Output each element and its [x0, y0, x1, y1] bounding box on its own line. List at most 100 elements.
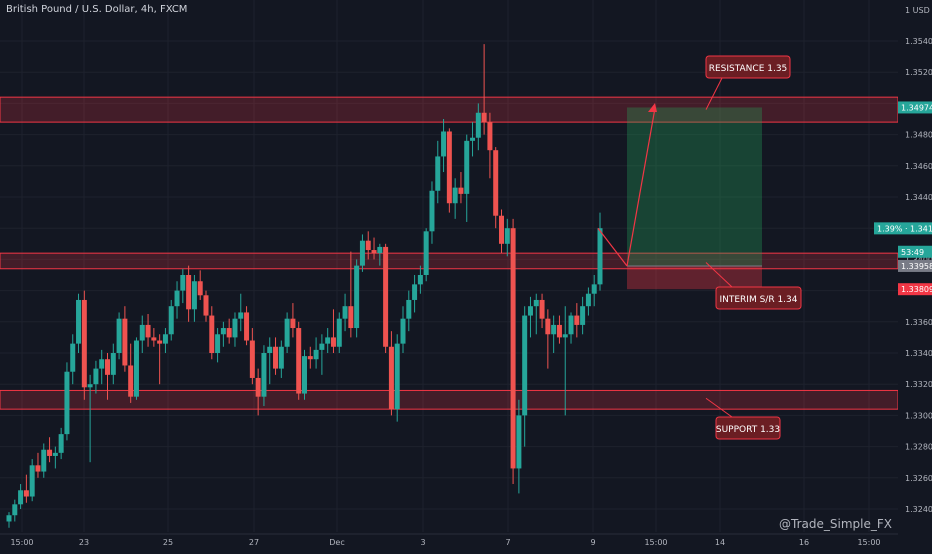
price-axis[interactable]: 1 USD 1.35400 1.35200 1.34800 1.34600 1.34400… [874, 0, 932, 550]
callout-box-0 [705, 55, 791, 79]
candle-body-50 [296, 328, 302, 394]
candle-body-61 [359, 240, 365, 266]
callout-pointer-0 [705, 77, 723, 110]
time-tick-8: 15:00 [644, 538, 667, 547]
candle-body-74 [435, 156, 441, 191]
candle-body-0 [6, 515, 12, 522]
candle-body-38 [226, 328, 232, 338]
candle-body-75 [441, 131, 447, 157]
candle-body-64 [377, 246, 383, 254]
time-tick-5: 3 [420, 538, 425, 547]
candle-body-81 [475, 112, 481, 138]
candle-body-21 [128, 365, 134, 397]
candle-body-26 [157, 340, 163, 344]
candle-body-77 [452, 187, 458, 204]
candle-body-82 [481, 112, 487, 123]
candle-body-46 [273, 346, 279, 369]
time-tick-0: 15:00 [10, 538, 33, 547]
time-tick-11: 15:00 [857, 538, 880, 547]
candle-body-6 [41, 449, 47, 472]
candle-body-78 [458, 187, 464, 194]
time-axis-bg [0, 534, 898, 550]
candle-body-36 [215, 334, 221, 353]
candle-body-84 [493, 150, 499, 216]
candle-body-47 [278, 346, 284, 369]
candle-body-70 [412, 284, 418, 300]
price-tag-label-2: 53:49 [901, 248, 924, 257]
callout-label-2: SUPPORT 1.33 [716, 425, 780, 435]
long-position-box [627, 107, 762, 290]
candle-body-31 [186, 275, 192, 310]
time-tick-2: 25 [163, 538, 173, 547]
candle-body-89 [522, 315, 528, 416]
candle-body-57 [336, 318, 342, 347]
candle-body-73 [429, 190, 435, 232]
candle-body-22 [133, 340, 139, 397]
price-axis-bg [898, 0, 932, 550]
candle-body-37 [220, 328, 226, 335]
callout-pointer-2 [705, 397, 733, 418]
candle-body-52 [307, 356, 313, 360]
candle-body-12 [76, 299, 82, 344]
candle-body-41 [244, 312, 250, 341]
candle-body-39 [232, 318, 238, 338]
candle-body-32 [191, 281, 197, 310]
price-tick-11: 1.32600 [905, 474, 932, 483]
candle-body-102 [597, 228, 603, 285]
price-tag-1 [874, 222, 932, 235]
candle-body-11 [70, 343, 76, 372]
candle-body-91 [533, 299, 539, 307]
time-tick-9: 14 [715, 538, 725, 547]
candle-body-30 [180, 275, 186, 291]
candle-body-80 [470, 137, 476, 141]
projection-line-1 [597, 227, 628, 267]
candle-body-4 [29, 465, 35, 497]
time-axis[interactable]: 15:00 23 25 27 Dec 3 7 9 15:00 14 16 15:00 [0, 533, 898, 550]
zone-band-0 [0, 96, 899, 123]
arrow-head-icon [648, 103, 657, 112]
time-tick-1: 23 [79, 538, 89, 547]
price-tick-6: 1.33600 [905, 318, 932, 327]
price-tick-7: 1.33400 [905, 349, 932, 358]
candle-body-53 [313, 349, 319, 360]
candle-body-79 [464, 140, 470, 194]
candle-body-48 [284, 318, 290, 347]
time-tick-4: Dec [329, 538, 344, 547]
candle-body-54 [319, 343, 325, 350]
profit-zone [627, 107, 762, 266]
candle-body-28 [168, 306, 174, 335]
price-tag-label-1: 1.39% · 1.34199 [877, 224, 932, 233]
callout-label-0: RESISTANCE 1.35 [709, 64, 788, 74]
candle-body-94 [551, 324, 557, 335]
candle-body-86 [504, 228, 510, 244]
callout-label-1: INTERIM S/R 1.34 [719, 295, 797, 305]
price-tick-1: 1.35200 [905, 68, 932, 77]
candle-body-2 [18, 490, 24, 505]
candle-body-56 [330, 337, 336, 347]
candle-body-99 [580, 306, 586, 325]
candle-body-71 [417, 275, 423, 285]
candle-body-87 [510, 228, 516, 469]
candle-body-69 [406, 299, 412, 319]
price-tag-label-4: 1.33809 [901, 285, 932, 294]
price-tag-4 [898, 283, 932, 296]
loss-zone [627, 265, 762, 290]
candle-body-62 [365, 240, 371, 251]
candle-body-35 [209, 315, 215, 353]
price-tag-3 [898, 259, 932, 272]
candle-body-17 [105, 359, 110, 375]
time-tick-7: 9 [590, 538, 595, 547]
price-tick-0: 1.35400 [905, 37, 932, 46]
price-tick-2: 1.34800 [905, 131, 932, 140]
candle-body-33 [197, 281, 203, 296]
callout-box-2 [715, 416, 781, 440]
candle-body-42 [249, 340, 255, 378]
candle-body-93 [545, 318, 551, 335]
price-tag-label-3: 1.33958 [901, 262, 932, 271]
candle-body-88 [516, 415, 522, 469]
candle-body-72 [423, 231, 429, 275]
time-tick-3: 27 [249, 538, 259, 547]
price-tick-5: 1.34000 [905, 255, 932, 264]
